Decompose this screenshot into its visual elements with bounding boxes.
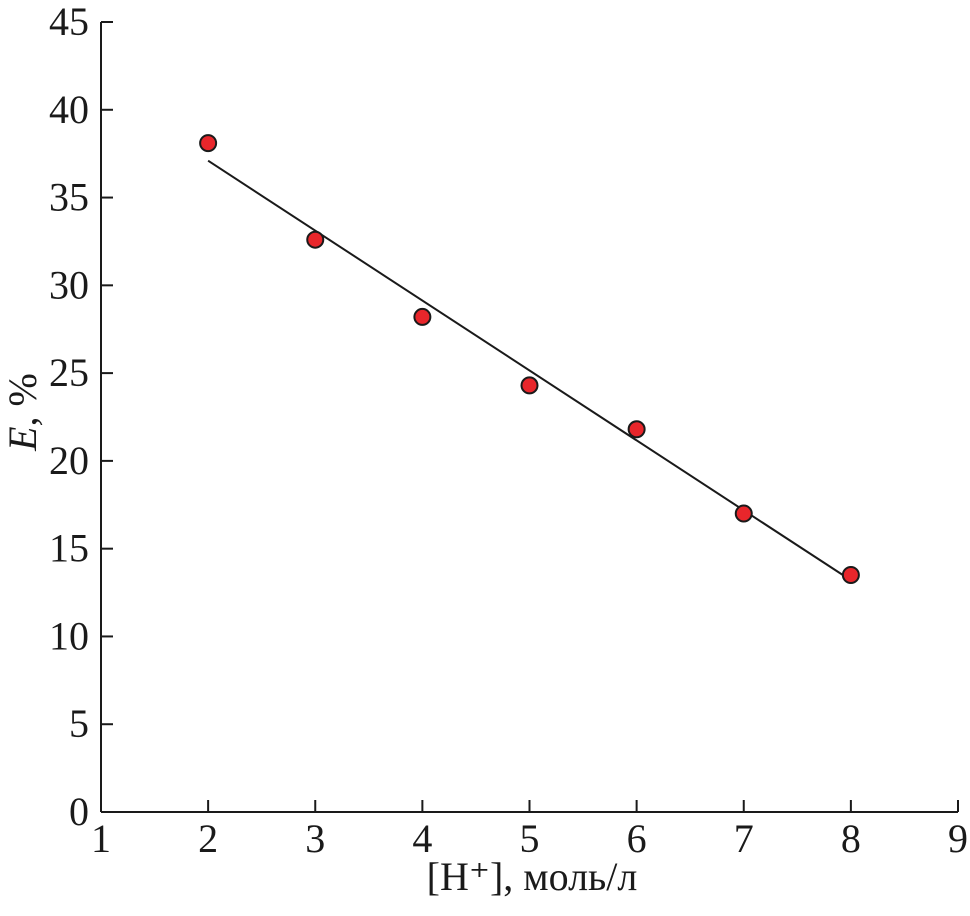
y-tick-label: 35 xyxy=(49,175,89,220)
x-tick-label: 7 xyxy=(734,816,754,861)
x-tick-label: 4 xyxy=(412,816,432,861)
y-tick-label: 0 xyxy=(69,789,89,834)
y-tick-label: 45 xyxy=(49,0,89,44)
axes xyxy=(100,22,958,813)
x-tick-label: 3 xyxy=(305,816,325,861)
y-tick-label: 20 xyxy=(49,438,89,483)
data-point xyxy=(199,134,218,153)
y-tick-label: 5 xyxy=(69,701,89,746)
x-tick-label: 6 xyxy=(627,816,647,861)
data-point xyxy=(413,307,432,326)
y-tick-label: 30 xyxy=(49,262,89,307)
y-axis-unit: , % xyxy=(0,373,45,426)
data-point xyxy=(841,566,860,584)
data-point xyxy=(627,420,646,439)
data-point xyxy=(734,504,753,523)
y-axis-title: E, % xyxy=(0,373,45,452)
y-tick-label: 10 xyxy=(49,613,89,658)
x-ticks: 1 2 3 4 5 6 7 8 9 xyxy=(91,800,968,861)
x-tick-label: 1 xyxy=(91,816,111,861)
x-tick-label: 9 xyxy=(948,816,968,861)
data-point xyxy=(520,376,539,395)
y-tick-label: 15 xyxy=(49,526,89,571)
y-axis-variable: E xyxy=(0,426,45,451)
y-ticks: 0 5 10 15 20 25 30 35 40 45 xyxy=(49,0,113,834)
x-tick-label: 5 xyxy=(520,816,540,861)
x-tick-label: 2 xyxy=(198,816,218,861)
fit-line-group xyxy=(207,159,852,582)
x-tick-label: 8 xyxy=(841,816,861,861)
data-point xyxy=(306,230,325,249)
x-axis-title: [H⁺], моль/л xyxy=(427,854,638,899)
y-tick-label: 25 xyxy=(49,350,89,395)
y-tick-label: 40 xyxy=(49,87,89,132)
data-points xyxy=(199,134,860,584)
fit-line xyxy=(207,159,852,582)
